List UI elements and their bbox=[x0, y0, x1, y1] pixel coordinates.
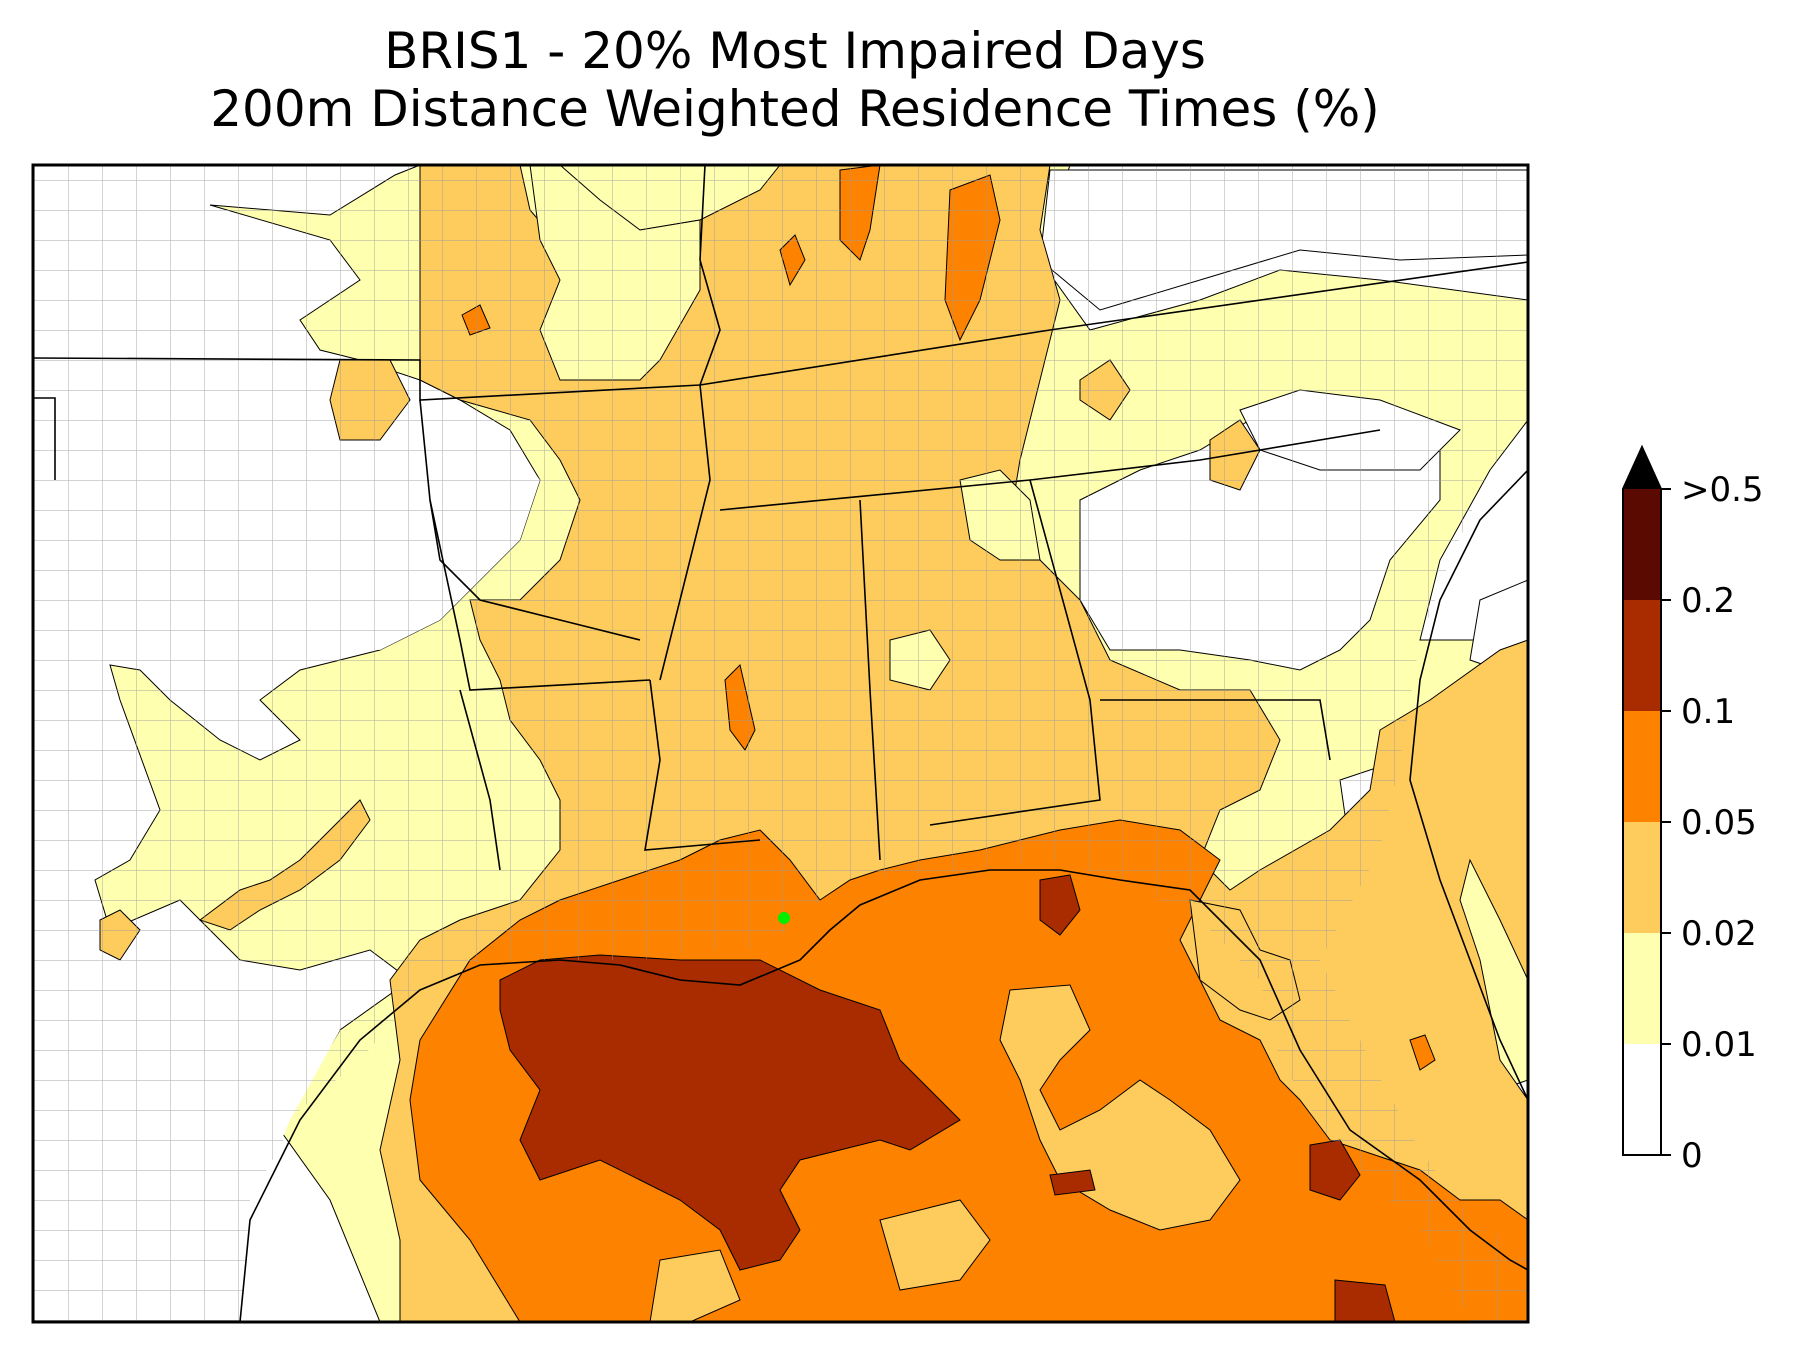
colorbar-segment bbox=[1623, 1044, 1661, 1155]
contour-orange-hole-4 bbox=[649, 1249, 741, 1322]
colorbar-segment bbox=[1623, 822, 1661, 933]
colorbar-blocks bbox=[1622, 444, 1662, 1156]
contour-orange-hole-3 bbox=[879, 1199, 991, 1291]
contour-0.1-d bbox=[1049, 1169, 1096, 1196]
colorbar-tick-label: >0.5 bbox=[1681, 470, 1764, 510]
colorbar-tick-label: 0.02 bbox=[1681, 914, 1757, 954]
colorbar-segment bbox=[1623, 933, 1661, 1044]
colorbar-segment bbox=[1623, 711, 1661, 822]
site-marker-icon bbox=[778, 912, 790, 924]
contour-orange-fl bbox=[1409, 1034, 1436, 1071]
colorbar-extension bbox=[1623, 447, 1661, 489]
title-line-1: BRIS1 - 20% Most Impaired Days bbox=[384, 22, 1206, 80]
map-frame bbox=[31, 163, 1530, 1324]
county-lines bbox=[33, 165, 1528, 1322]
colorbar-segment bbox=[1623, 600, 1661, 711]
contour-0.1 bbox=[499, 954, 961, 1271]
contour-orange-hole-1 bbox=[999, 984, 1241, 1231]
colorbar-tick-label: 0.05 bbox=[1681, 803, 1757, 843]
contour-0.1-b bbox=[1039, 874, 1081, 936]
contour-layers bbox=[33, 165, 1528, 1322]
colorbar-tick-label: 0.1 bbox=[1681, 692, 1735, 732]
colorbar-ticks: 0 0.01 0.02 0.05 0.1 0.2 >0.5 bbox=[1661, 470, 1764, 1176]
title-line-2: 200m Distance Weighted Residence Times (… bbox=[210, 80, 1380, 138]
contour-0.1-e bbox=[1334, 1279, 1396, 1322]
state-boundaries bbox=[33, 165, 1528, 871]
map-title: BRIS1 - 20% Most Impaired Days 200m Dist… bbox=[0, 22, 1590, 138]
colorbar-segment bbox=[1623, 489, 1661, 600]
colorbar-outline bbox=[1622, 444, 1662, 1156]
colorbar-tick-label: 0.01 bbox=[1681, 1025, 1757, 1065]
colorbar-tick-label: 0 bbox=[1681, 1136, 1703, 1176]
coastlines bbox=[239, 469, 1528, 1322]
colorbar-tick-label: 0.2 bbox=[1681, 581, 1735, 621]
